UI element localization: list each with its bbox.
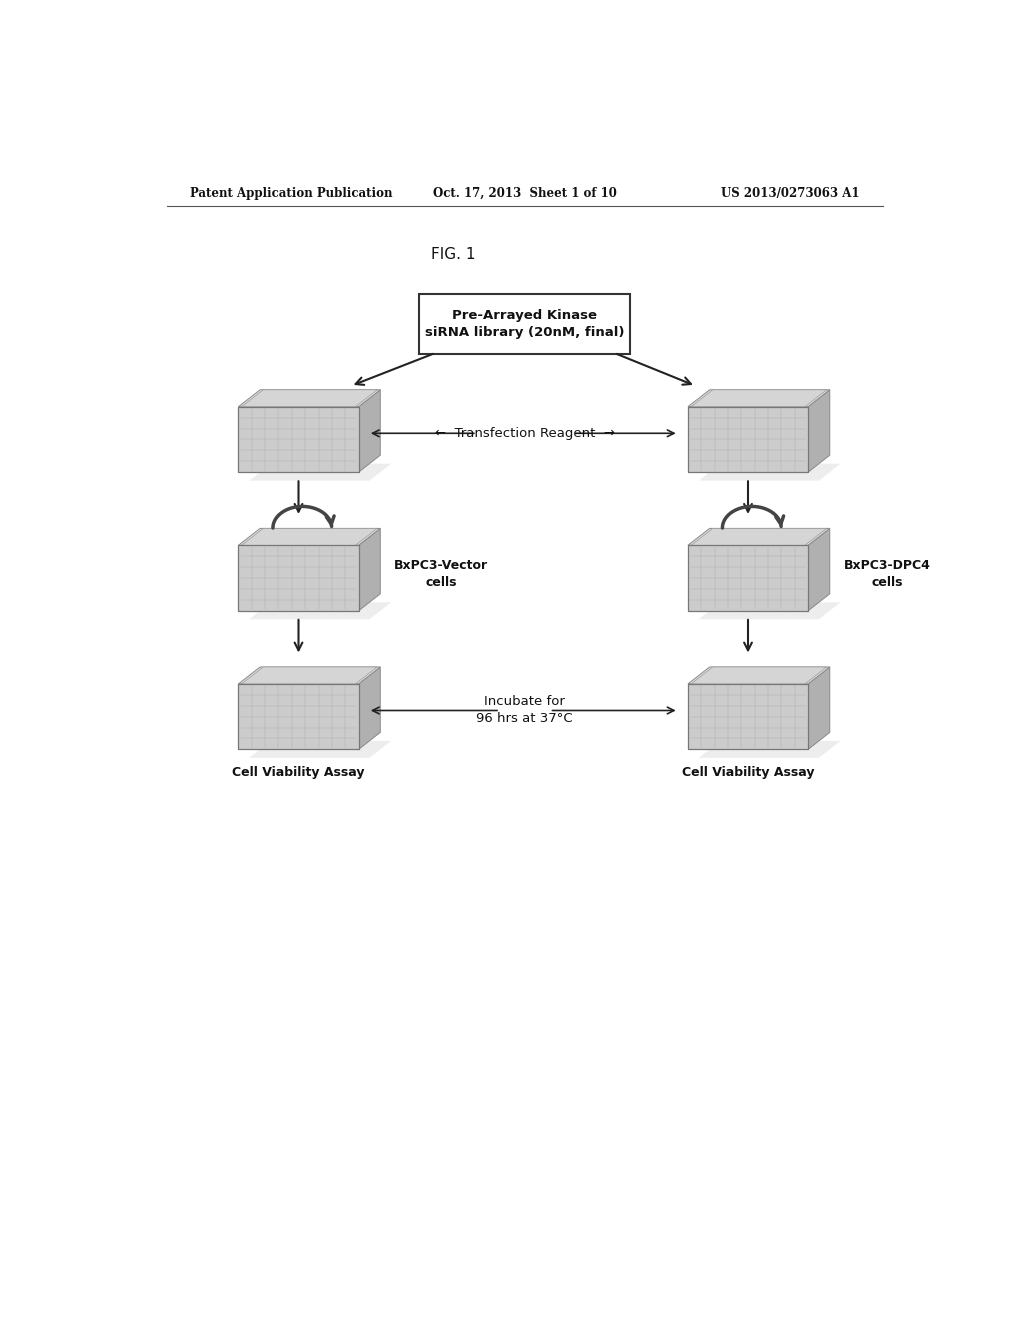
Text: Patent Application Publication: Patent Application Publication — [190, 186, 392, 199]
Polygon shape — [688, 389, 829, 407]
Polygon shape — [249, 741, 391, 758]
Polygon shape — [808, 528, 829, 611]
Polygon shape — [239, 407, 358, 473]
Polygon shape — [358, 389, 380, 473]
Polygon shape — [688, 667, 829, 684]
Polygon shape — [239, 667, 380, 684]
Text: Cell Viability Assay: Cell Viability Assay — [232, 767, 365, 779]
Polygon shape — [688, 407, 808, 473]
Polygon shape — [358, 528, 380, 611]
Polygon shape — [239, 545, 358, 611]
Polygon shape — [808, 667, 829, 750]
Text: Cell Viability Assay: Cell Viability Assay — [682, 767, 814, 779]
Polygon shape — [688, 545, 808, 611]
FancyBboxPatch shape — [420, 294, 630, 354]
Text: Oct. 17, 2013  Sheet 1 of 10: Oct. 17, 2013 Sheet 1 of 10 — [433, 186, 616, 199]
Text: ←  Transfection Reagent  →: ← Transfection Reagent → — [435, 426, 614, 440]
Polygon shape — [688, 684, 808, 750]
Polygon shape — [239, 389, 380, 407]
Text: FIG. 1: FIG. 1 — [431, 247, 476, 263]
Text: US 2013/0273063 A1: US 2013/0273063 A1 — [721, 186, 859, 199]
Polygon shape — [242, 389, 377, 407]
Text: Pre-Arrayed Kinase
siRNA library (20nM, final): Pre-Arrayed Kinase siRNA library (20nM, … — [425, 309, 625, 339]
Text: BxPC3-Vector
cells: BxPC3-Vector cells — [394, 560, 488, 589]
Polygon shape — [698, 741, 841, 758]
Text: Incubate for
96 hrs at 37°C: Incubate for 96 hrs at 37°C — [476, 696, 573, 726]
Polygon shape — [242, 528, 377, 545]
Polygon shape — [691, 389, 826, 407]
Polygon shape — [698, 463, 841, 480]
Polygon shape — [691, 528, 826, 545]
Polygon shape — [698, 602, 841, 619]
Polygon shape — [242, 667, 377, 684]
Polygon shape — [249, 463, 391, 480]
Text: BxPC3-DPC4
cells: BxPC3-DPC4 cells — [844, 560, 931, 589]
Polygon shape — [808, 389, 829, 473]
Polygon shape — [239, 528, 380, 545]
Polygon shape — [239, 684, 358, 750]
Polygon shape — [691, 667, 826, 684]
Polygon shape — [688, 528, 829, 545]
Polygon shape — [358, 667, 380, 750]
Polygon shape — [249, 602, 391, 619]
